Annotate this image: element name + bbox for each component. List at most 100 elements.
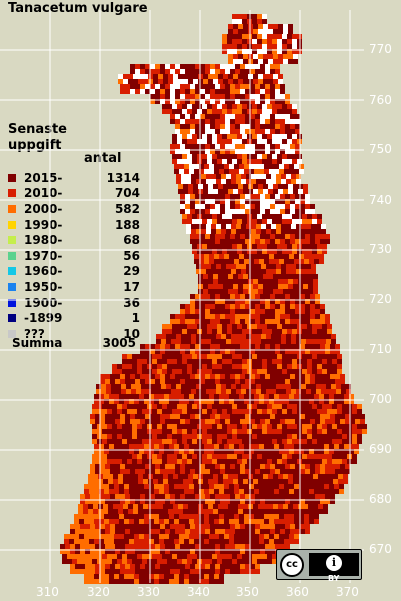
map-cell (170, 69, 175, 74)
map-cell (180, 94, 185, 99)
cc-license-badge[interactable]: cc i BY (276, 549, 362, 583)
map-cell (322, 409, 327, 414)
map-cell (125, 529, 130, 534)
map-cell (240, 469, 245, 474)
map-cell (70, 524, 75, 529)
map-cell (234, 534, 239, 539)
map-cell (220, 414, 225, 419)
map-cell (300, 469, 305, 474)
map-cell (170, 149, 175, 154)
map-cell (268, 479, 273, 484)
map-cell (273, 479, 278, 484)
map-cell (93, 509, 98, 514)
map-cell (277, 39, 282, 44)
map-cell (240, 239, 245, 244)
map-cell (270, 199, 275, 204)
map-cell (355, 419, 360, 424)
map-cell (165, 94, 170, 99)
map-cell (240, 419, 245, 424)
map-cell (155, 419, 160, 424)
map-cell (170, 119, 175, 124)
map-cell (130, 569, 135, 574)
map-cell (195, 304, 200, 309)
map-cell (200, 549, 205, 554)
map-cell (238, 479, 243, 484)
map-cell (75, 549, 80, 554)
map-cell (239, 169, 244, 174)
map-cell (117, 434, 122, 439)
map-cell (222, 364, 227, 369)
map-cell (164, 514, 169, 519)
map-cell (265, 379, 270, 384)
map-cell (177, 439, 182, 444)
map-cell (194, 519, 199, 524)
map-cell (210, 349, 215, 354)
map-cell (236, 269, 241, 274)
map-cell (250, 469, 255, 474)
map-cell (215, 209, 220, 214)
map-cell (195, 549, 200, 554)
map-cell (193, 509, 198, 514)
map-cell (258, 504, 263, 509)
map-cell (186, 179, 191, 184)
map-cell (195, 84, 200, 89)
map-cell (192, 369, 197, 374)
map-cell (175, 494, 180, 499)
map-cell (209, 169, 214, 174)
map-cell (288, 24, 293, 29)
map-cell (244, 444, 249, 449)
map-cell (235, 344, 240, 349)
map-cell (208, 479, 213, 484)
legend-count: 10 (123, 326, 140, 341)
map-cell (263, 59, 268, 64)
map-cell (287, 139, 292, 144)
map-cell (185, 129, 190, 134)
map-cell (170, 419, 175, 424)
map-cell (240, 314, 245, 319)
map-cell (166, 334, 171, 339)
map-cell (205, 69, 210, 74)
map-cell (230, 204, 235, 209)
map-cell (192, 454, 197, 459)
map-cell (313, 279, 318, 284)
map-cell (257, 104, 262, 109)
map-cell (235, 234, 240, 239)
map-cell (222, 134, 227, 139)
map-cell (236, 339, 241, 344)
map-cell (295, 144, 300, 149)
map-cell (272, 219, 277, 224)
map-cell (155, 374, 160, 379)
map-cell (188, 184, 193, 189)
map-cell (275, 199, 280, 204)
map-cell (257, 409, 262, 414)
map-cell (208, 74, 213, 79)
map-cell (269, 444, 274, 449)
map-cell (114, 489, 119, 494)
map-cell (242, 244, 247, 249)
map-cell (178, 479, 183, 484)
map-cell (283, 189, 288, 194)
map-cell (252, 429, 257, 434)
map-cell (93, 479, 98, 484)
map-cell (278, 279, 283, 284)
map-cell (267, 139, 272, 144)
map-cell (100, 414, 105, 419)
map-cell (260, 64, 265, 69)
map-cell (231, 264, 236, 269)
map-cell (175, 64, 180, 69)
map-cell (249, 254, 254, 259)
map-cell (64, 539, 69, 544)
map-cell (118, 504, 123, 509)
map-cell (132, 424, 137, 429)
map-cell (230, 94, 235, 99)
map-cell (152, 454, 157, 459)
map-cell (295, 349, 300, 354)
map-cell (250, 199, 255, 204)
map-cell (313, 284, 318, 289)
map-cell (273, 509, 278, 514)
map-cell (269, 449, 274, 454)
map-cell (178, 474, 183, 479)
map-cell (201, 174, 206, 179)
map-cell (196, 339, 201, 344)
map-cell (190, 549, 195, 554)
